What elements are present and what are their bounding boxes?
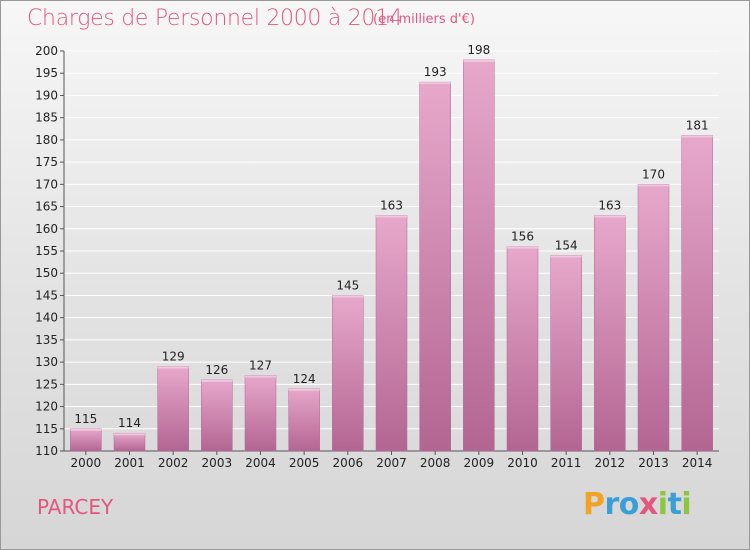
- y-tick-label: 125: [35, 377, 58, 391]
- bar-top-highlight: [376, 215, 407, 218]
- data-label: 170: [642, 167, 665, 181]
- bar: [332, 295, 364, 452]
- data-label: 156: [511, 230, 534, 244]
- data-label: 181: [686, 118, 709, 132]
- x-tick-label: 2014: [682, 456, 713, 470]
- bar-top-highlight: [681, 135, 713, 138]
- x-tick-label: 2012: [595, 456, 626, 470]
- bar: [70, 428, 102, 452]
- bar-top-highlight: [288, 388, 320, 391]
- bar: [375, 215, 408, 452]
- bar: [506, 246, 539, 452]
- x-tick-label: 2009: [464, 456, 495, 470]
- bar-top-highlight: [550, 255, 582, 258]
- y-tick-label: 175: [35, 155, 58, 169]
- logo-letter: P: [583, 487, 605, 522]
- bar-top-highlight: [157, 366, 189, 369]
- bar-top-highlight: [332, 295, 364, 298]
- x-tick-label: 2011: [551, 456, 582, 470]
- data-label: 115: [74, 412, 97, 426]
- y-tick-label: 165: [35, 200, 58, 214]
- bar: [681, 135, 713, 452]
- label-layer: 2000 115 2001 114 2002 129 2003 126 2004 127 2005 1…: [71, 43, 713, 470]
- data-label: 145: [336, 278, 359, 292]
- y-tick-label: 120: [35, 400, 58, 414]
- bar: [201, 379, 233, 452]
- bar-top-highlight: [114, 433, 145, 436]
- bar-top-highlight: [638, 184, 669, 187]
- chart-subtitle: (en milliers d'€): [373, 12, 475, 27]
- x-tick-label: 2006: [333, 456, 364, 470]
- bar: [594, 215, 626, 452]
- data-label: 127: [249, 358, 272, 372]
- logo-letter: o: [618, 487, 640, 522]
- data-label: 163: [598, 198, 621, 212]
- x-tick-label: 2001: [114, 456, 145, 470]
- chart-title: Charges de Personnel 2000 à 2014: [27, 6, 403, 31]
- bar-top-highlight: [594, 215, 626, 218]
- bar-layer: [70, 59, 713, 452]
- y-tick-label: 160: [35, 222, 58, 236]
- bar: [244, 375, 277, 452]
- y-tick-label: 140: [35, 311, 58, 325]
- y-tick-label: 150: [35, 266, 58, 280]
- data-label: 163: [380, 198, 403, 212]
- y-tick-label: 195: [35, 66, 58, 80]
- data-label: 126: [205, 363, 228, 377]
- y-tick-label: 135: [35, 333, 58, 347]
- y-tick-label: 145: [35, 288, 58, 302]
- x-tick-label: 2002: [158, 456, 189, 470]
- bar: [157, 366, 189, 452]
- x-tick-label: 2005: [289, 456, 320, 470]
- y-tick-label: 200: [35, 44, 58, 58]
- bar-top-highlight: [70, 428, 102, 431]
- bar-top-highlight: [507, 246, 538, 249]
- x-tick-label: 2007: [376, 456, 407, 470]
- logo-letter: t: [667, 487, 682, 522]
- axis-layer: 110 115 120 125 130 135 140 145 150 155 160 165 170 1…: [35, 44, 719, 458]
- bar-top-highlight: [419, 82, 451, 85]
- logo-letter: i: [681, 487, 692, 522]
- y-tick-label: 170: [35, 177, 58, 191]
- y-tick-label: 180: [35, 133, 58, 147]
- x-tick-label: 2000: [71, 456, 102, 470]
- bar-top-highlight: [463, 59, 495, 62]
- bar: [550, 255, 582, 452]
- bar: [419, 81, 451, 452]
- logo-letter: i: [657, 487, 668, 522]
- logo-letter: x: [638, 487, 658, 522]
- x-tick-label: 2004: [245, 456, 276, 470]
- bar: [113, 432, 146, 452]
- x-tick-label: 2010: [507, 456, 538, 470]
- proxiti-logo[interactable]: Proxiti: [583, 487, 692, 522]
- data-label: 198: [467, 43, 490, 57]
- y-tick-label: 115: [35, 422, 58, 436]
- data-label: 124: [293, 372, 316, 386]
- y-tick-label: 155: [35, 244, 58, 258]
- bar: [637, 184, 670, 452]
- x-tick-label: 2003: [202, 456, 233, 470]
- x-tick-label: 2008: [420, 456, 451, 470]
- logo-letter: r: [604, 487, 620, 522]
- bar: [463, 59, 495, 452]
- data-label: 193: [424, 65, 447, 79]
- y-tick-label: 185: [35, 111, 58, 125]
- y-tick-label: 190: [35, 88, 58, 102]
- y-tick-label: 130: [35, 355, 58, 369]
- y-tick-label: 110: [35, 444, 58, 458]
- bar: [288, 388, 320, 452]
- data-label: 114: [118, 416, 141, 430]
- bar-top-highlight: [201, 379, 233, 382]
- x-tick-label: 2013: [638, 456, 669, 470]
- data-label: 129: [162, 350, 185, 364]
- data-label: 154: [555, 238, 578, 252]
- town-name: PARCEY: [37, 495, 114, 519]
- bar-top-highlight: [245, 375, 276, 378]
